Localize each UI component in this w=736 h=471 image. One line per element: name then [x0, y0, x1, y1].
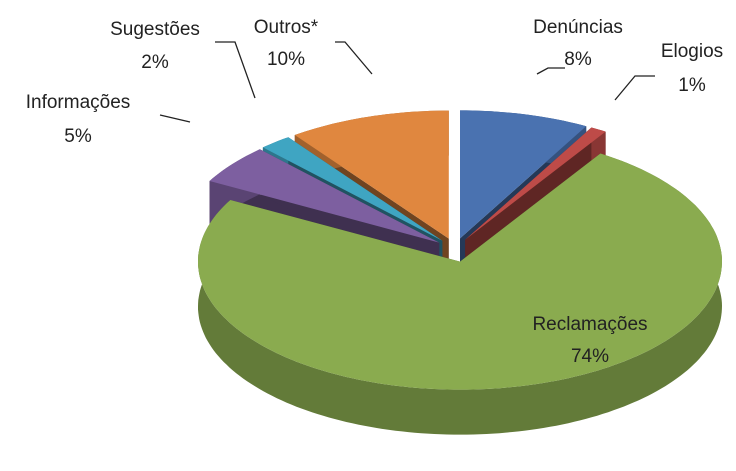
leader-line [215, 41, 256, 99]
leader-line [614, 75, 655, 101]
slice-value: 2% [141, 52, 169, 73]
slice [465, 127, 606, 240]
slice-value: 8% [564, 49, 592, 70]
slice [460, 110, 587, 239]
slice-value: 1% [678, 75, 706, 96]
leader-line [536, 67, 565, 75]
pie [198, 110, 722, 435]
slice-value: 5% [64, 126, 92, 147]
slice-label: Outros* [254, 17, 319, 38]
slice-label: Reclamações [532, 314, 647, 335]
slice-label: Sugestões [110, 19, 200, 40]
slice-label: Elogios [661, 41, 723, 62]
slice-label: Denúncias [533, 17, 623, 38]
slice-value: 74% [571, 346, 609, 367]
leader-line [335, 41, 373, 75]
slice [198, 153, 722, 390]
slice-value: 10% [267, 49, 305, 70]
slice [209, 149, 440, 243]
leader-line [159, 114, 191, 123]
slice [294, 110, 449, 239]
slice [262, 137, 443, 241]
slice-label: Informações [26, 92, 131, 113]
